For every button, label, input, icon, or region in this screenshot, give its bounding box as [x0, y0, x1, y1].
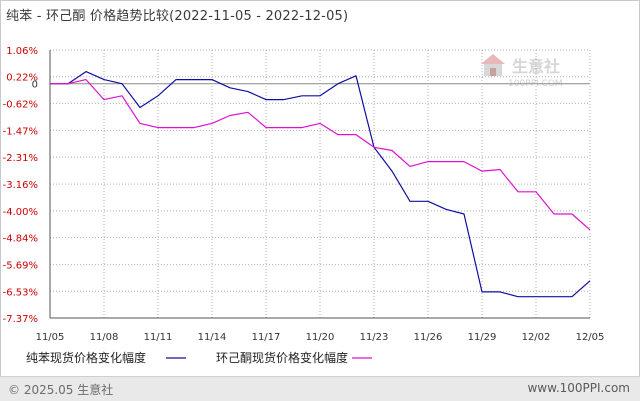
y-tick-label: -5.69%: [3, 261, 38, 272]
x-tick-label: 11/14: [198, 332, 227, 343]
y-tick-label: -4.00%: [3, 207, 38, 218]
series-lines: [50, 70, 591, 298]
x-tick-label: 11/29: [468, 332, 497, 343]
x-tick-label: 11/17: [252, 332, 281, 343]
y-tick-label: -7.37%: [3, 314, 38, 325]
y-tick-label: -1.47%: [3, 126, 38, 137]
grid: [49, 49, 591, 319]
x-tick-label: 11/11: [144, 332, 173, 343]
x-tick-labels: 11/05 11/08 11/11 11/14 11/17 11/20 11/23 11/26…: [36, 332, 605, 343]
x-tick-label: 11/08: [90, 332, 119, 343]
series-line-1: [50, 70, 591, 298]
legend-label-2: 环己酮现货价格变化幅度: [216, 350, 348, 365]
x-tick-label: 11/05: [36, 332, 65, 343]
legend-label-1: 纯苯现货价格变化幅度: [26, 350, 146, 365]
footer-bar: © 2025.05 生意社 www.100PPI.com: [0, 376, 640, 401]
footer-copyright: © 2025.05 生意社: [8, 383, 114, 397]
legend: 纯苯现货价格变化幅度 环己酮现货价格变化幅度: [26, 350, 372, 365]
y-tick-labels: 1.06% 0.22%0 -0.62% -1.47% -2.31% -3.16% -4.00…: [3, 46, 38, 325]
chart-title: 纯苯 - 环己酮 价格趋势比较(2022-11-05 - 2022-12-05): [6, 9, 349, 24]
axes: [49, 50, 590, 319]
series-line-2: [50, 78, 591, 231]
y-tick-label: -4.84%: [3, 234, 38, 245]
x-tick-label: 11/23: [360, 332, 389, 343]
y-tick-label: -6.53%: [3, 287, 38, 298]
y-tick-label: -2.31%: [3, 153, 38, 164]
chart-svg: 生意社 100PPI.COM 1.06%0.22%0-0.62%-1.47%-2…: [3, 46, 605, 365]
x-tick-label: 12/05: [576, 332, 605, 343]
x-tick-label: 11/26: [414, 332, 443, 343]
y-tick-label: -3.16%: [3, 180, 38, 191]
x-tick-label: 11/20: [306, 332, 335, 343]
y-tick-label: 0.22%: [6, 73, 38, 84]
y-tick-label: 1.06%: [6, 46, 38, 57]
y-tick-label: -0.62%: [3, 99, 38, 110]
y-tick-label: 0: [32, 80, 38, 91]
house-icon: [481, 54, 505, 76]
x-tick-label: 12/02: [522, 332, 551, 343]
footer-link[interactable]: www.100PPI.com: [527, 381, 630, 395]
watermark-brand: 生意社: [512, 57, 560, 76]
